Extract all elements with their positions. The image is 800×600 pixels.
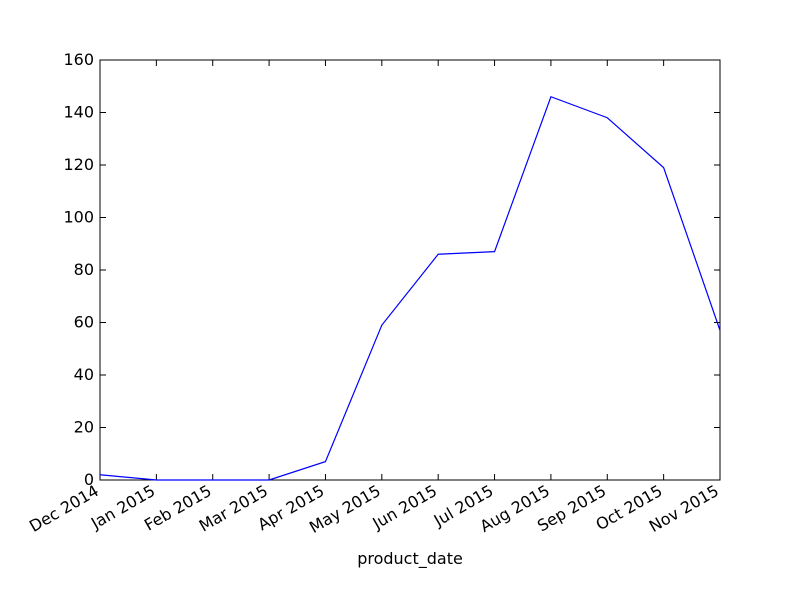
y-tick-label: 100	[63, 208, 94, 227]
x-tick-label: Jun 2015	[368, 481, 440, 533]
x-axis-title: product_date	[357, 549, 463, 569]
plot-area	[99, 59, 721, 481]
series-layer	[99, 95, 721, 481]
y-tick-label: 60	[74, 313, 94, 332]
series-line	[99, 95, 721, 481]
y-tick-label: 120	[63, 155, 94, 174]
y-tick-label: 40	[74, 365, 94, 384]
y-tick-label: 140	[63, 103, 94, 122]
x-tick-label: Dec 2014	[26, 481, 102, 536]
y-tick-label: 160	[63, 50, 94, 69]
y-tick-label: 80	[74, 260, 94, 279]
y-axis-ticks: 0 20 40 60 80 100 120 140 160	[63, 50, 720, 489]
y-tick-label: 20	[74, 418, 94, 437]
y-tick-label: 0	[84, 470, 94, 489]
